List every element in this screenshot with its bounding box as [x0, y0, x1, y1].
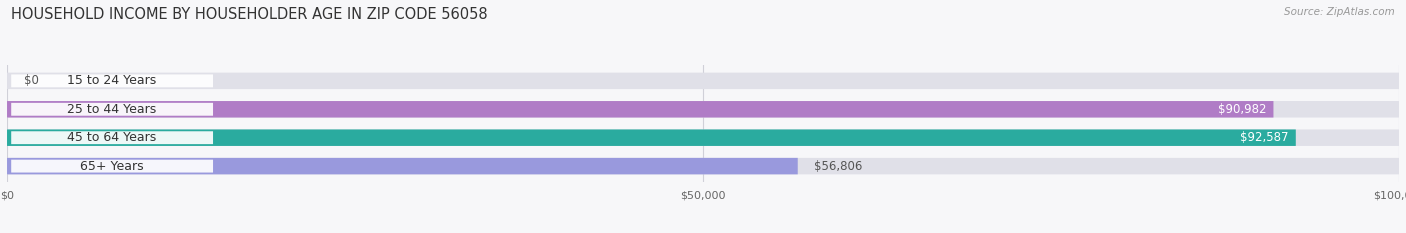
FancyBboxPatch shape [7, 101, 1399, 117]
FancyBboxPatch shape [7, 130, 1399, 146]
Text: HOUSEHOLD INCOME BY HOUSEHOLDER AGE IN ZIP CODE 56058: HOUSEHOLD INCOME BY HOUSEHOLDER AGE IN Z… [11, 7, 488, 22]
Text: 45 to 64 Years: 45 to 64 Years [67, 131, 156, 144]
Text: $90,982: $90,982 [1218, 103, 1267, 116]
Text: 65+ Years: 65+ Years [80, 160, 143, 173]
Text: Source: ZipAtlas.com: Source: ZipAtlas.com [1284, 7, 1395, 17]
FancyBboxPatch shape [7, 73, 1399, 89]
FancyBboxPatch shape [11, 131, 214, 144]
FancyBboxPatch shape [11, 103, 214, 116]
Text: $92,587: $92,587 [1240, 131, 1289, 144]
Text: 25 to 44 Years: 25 to 44 Years [67, 103, 156, 116]
FancyBboxPatch shape [7, 158, 1399, 174]
FancyBboxPatch shape [7, 130, 1296, 146]
Text: $56,806: $56,806 [814, 160, 863, 173]
Text: 15 to 24 Years: 15 to 24 Years [67, 74, 156, 87]
FancyBboxPatch shape [7, 158, 797, 174]
FancyBboxPatch shape [7, 101, 1274, 117]
Text: $0: $0 [24, 74, 38, 87]
FancyBboxPatch shape [11, 160, 214, 173]
FancyBboxPatch shape [11, 74, 214, 87]
